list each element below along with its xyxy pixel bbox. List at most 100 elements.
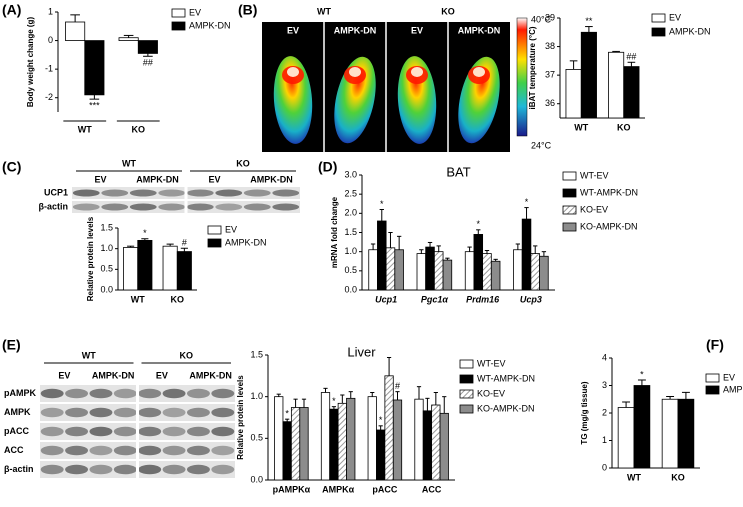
bar: [137, 40, 158, 54]
y-tick-label: 2.0: [344, 208, 357, 218]
blot-band: [65, 445, 89, 456]
legend-label: WT-AMPK-DN: [477, 373, 535, 383]
bar: [392, 399, 403, 481]
y-tick-label: 0.0: [250, 474, 263, 484]
legend-label: AMPK-DN: [669, 26, 711, 36]
thermal-mouse: [458, 56, 500, 144]
blot-band: [211, 426, 235, 437]
blot-band: [89, 445, 113, 456]
x-tick-label: WT: [78, 124, 92, 134]
legend-swatch: [459, 374, 474, 384]
bar: [431, 404, 441, 481]
blot-band: [162, 388, 186, 399]
blot-band: [211, 464, 235, 475]
blot-band: [186, 388, 210, 399]
legend-swatch: [207, 225, 222, 235]
x-tick-label: Ucp3: [520, 294, 542, 304]
blot-band: [215, 203, 243, 211]
panel-label: (C): [2, 159, 21, 175]
blot-band: [40, 388, 64, 399]
significance: **: [585, 16, 593, 26]
lane-label: AMPK-DN: [136, 174, 179, 184]
x-tick-label: KO: [617, 122, 631, 132]
blot-band: [65, 407, 89, 418]
group-label: WT: [317, 6, 331, 16]
bar: [176, 251, 192, 291]
x-tick-label: AMPKα: [322, 484, 354, 494]
legend-swatch: [705, 373, 720, 383]
blot-band: [138, 407, 162, 418]
blot-band: [65, 426, 89, 437]
bar: [661, 398, 679, 469]
y-tick-label: 0: [602, 462, 607, 472]
significance: ##: [143, 58, 153, 68]
legend-label: AMPK-DN: [225, 237, 267, 247]
y-tick-label: 1: [602, 435, 607, 445]
row-label: UCP1: [44, 187, 68, 197]
lane-label: EV: [94, 174, 106, 184]
bar: [384, 375, 394, 481]
y-tick-label: 1.0: [250, 391, 263, 401]
thermal-hotspot: [349, 67, 361, 77]
blot-band: [138, 388, 162, 399]
bar: [623, 66, 640, 119]
chart-title: BAT: [446, 164, 470, 179]
blot-band: [158, 203, 186, 211]
blot-band: [211, 407, 235, 418]
bar: [425, 246, 435, 291]
legend-swatch: [562, 171, 577, 181]
thermal-hotspot: [287, 67, 299, 77]
legend-swatch: [651, 13, 666, 23]
blot-band: [129, 189, 157, 197]
blot-band: [101, 189, 129, 197]
thermal-hotspot: [411, 67, 423, 77]
bar: [473, 234, 484, 291]
lane-label: EV: [411, 25, 423, 35]
bar: [482, 253, 492, 291]
significance: *: [380, 199, 384, 209]
blot-band: [186, 426, 210, 437]
blot-band: [243, 189, 271, 197]
bar: [490, 260, 501, 291]
blot-band: [186, 203, 214, 211]
blot-band: [72, 203, 100, 211]
lane-label: EV: [156, 370, 168, 380]
legend-swatch: [459, 404, 474, 414]
blot-band: [162, 464, 186, 475]
blot-band: [113, 426, 137, 437]
bar: [84, 40, 105, 96]
bar: [442, 259, 453, 291]
blot-band: [186, 445, 210, 456]
y-axis-label: iBAT temperature (°C): [528, 26, 537, 109]
bar: [376, 429, 386, 481]
bar: [65, 21, 86, 41]
bar: [123, 247, 139, 291]
bar: [565, 69, 582, 119]
y-tick-label: 36: [545, 98, 555, 108]
legend-label: WT-EV: [477, 358, 506, 368]
x-tick-label: pACC: [372, 484, 397, 494]
significance: *: [285, 409, 289, 419]
significance: *: [477, 219, 481, 229]
legend-label: EV: [225, 224, 237, 234]
blot-band: [158, 189, 186, 197]
bar: [137, 239, 153, 291]
y-tick-label: 2: [602, 407, 607, 417]
y-tick-label: 0.5: [344, 265, 357, 275]
group-label: KO: [180, 350, 194, 360]
blot-band: [138, 464, 162, 475]
blot-band: [113, 464, 137, 475]
y-tick-label: -1: [45, 64, 53, 74]
panel-label: (A): [2, 2, 21, 18]
y-tick-label: 1: [48, 6, 53, 16]
x-tick-label: Prdm16: [466, 294, 500, 304]
bar: [464, 251, 475, 291]
blot-band: [211, 445, 235, 456]
y-tick-label: 0: [48, 35, 53, 45]
significance: #: [395, 381, 400, 391]
blot-band: [72, 189, 100, 197]
y-tick-label: 4: [602, 352, 607, 362]
y-axis-label: Relative protein levels: [236, 375, 245, 460]
legend-label: EV: [669, 12, 681, 22]
group-label: KO: [236, 158, 250, 168]
